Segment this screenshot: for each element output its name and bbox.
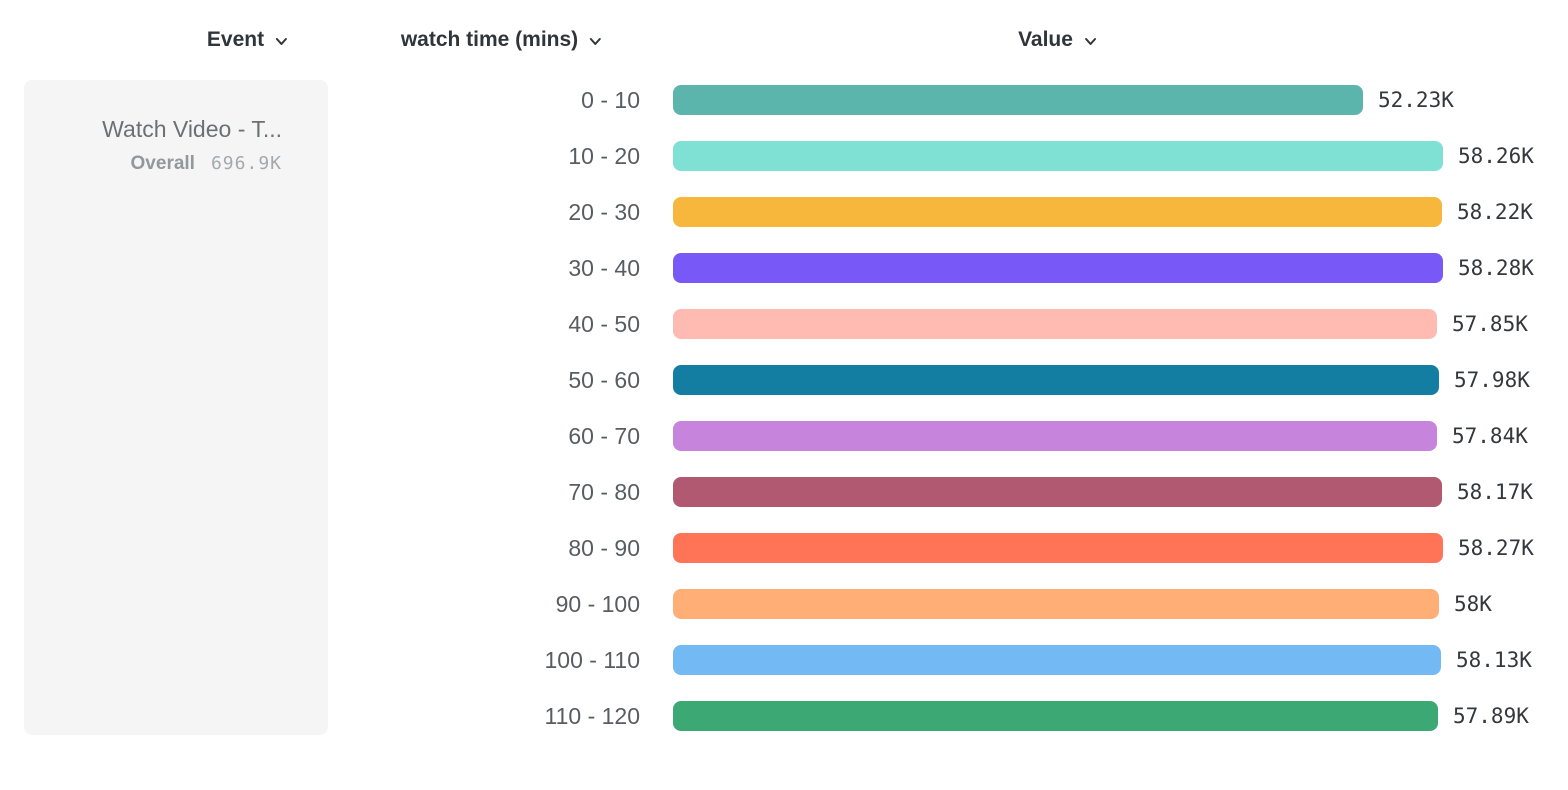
chart-row: 110 - 120 57.89K [0,688,1568,744]
value-label: 58.17K [1457,480,1533,504]
bar-segment[interactable] [673,85,1363,115]
bar-segment[interactable] [673,197,1442,227]
column-header-breakdown-label: watch time (mins) [400,28,579,51]
column-header-event[interactable]: Event [207,28,289,52]
category-label: 100 - 110 [544,646,640,673]
bar-chart: 0 - 10 52.23K 10 - 20 58.26K 20 - 30 58.… [0,72,1568,744]
bar-segment[interactable] [673,701,1438,731]
chart-row: 100 - 110 58.13K [0,632,1568,688]
category-label: 0 - 10 [581,86,640,113]
chart-row: 0 - 10 52.23K [0,72,1568,128]
category-label: 80 - 90 [568,534,640,561]
event-card[interactable]: Watch Video - T... Overall 696.9K [24,80,328,735]
column-header-breakdown[interactable]: watch time (mins) [401,28,603,52]
chevron-down-icon [1084,38,1096,45]
overall-value: 696.9K [210,152,282,174]
value-label: 57.89K [1453,704,1529,728]
chart-row: 50 - 60 57.98K [0,352,1568,408]
chart-row: 80 - 90 58.27K [0,520,1568,576]
event-title: Watch Video - T... [102,116,282,142]
category-label: 50 - 60 [568,366,640,393]
bar-segment[interactable] [673,253,1443,283]
value-label: 58.26K [1458,144,1534,168]
category-label: 70 - 80 [568,478,640,505]
bar-segment[interactable] [673,141,1443,171]
event-overall-row: Overall 696.9K [24,153,282,175]
value-label: 58.28K [1458,256,1534,280]
category-label: 90 - 100 [555,590,640,617]
chevron-down-icon [590,38,602,45]
chart-row: 30 - 40 58.28K [0,240,1568,296]
category-label: 30 - 40 [568,254,640,281]
value-label: 57.85K [1452,312,1528,336]
bar-segment[interactable] [673,309,1437,339]
bar-segment[interactable] [673,365,1439,395]
value-label: 57.84K [1452,424,1528,448]
value-label: 57.98K [1454,368,1530,392]
value-label: 58.22K [1457,200,1533,224]
value-label: 52.23K [1378,88,1454,112]
bar-segment[interactable] [673,645,1441,675]
category-label: 60 - 70 [568,422,640,449]
category-label: 20 - 30 [568,198,640,225]
category-label: 10 - 20 [568,142,640,169]
category-label: 40 - 50 [568,310,640,337]
chevron-down-icon [276,38,288,45]
chart-row: 10 - 20 58.26K [0,128,1568,184]
chart-row: 20 - 30 58.22K [0,184,1568,240]
chart-row: 70 - 80 58.17K [0,464,1568,520]
chart-row: 60 - 70 57.84K [0,408,1568,464]
chart-row: 40 - 50 57.85K [0,296,1568,352]
bar-segment[interactable] [673,589,1439,619]
chart-row: 90 - 100 58K [0,576,1568,632]
value-label: 58K [1454,592,1492,616]
category-label: 110 - 120 [544,702,640,729]
column-header-value-label: Value [1018,28,1073,51]
column-header-value[interactable]: Value [1018,28,1098,52]
bar-segment[interactable] [673,477,1442,507]
overall-label: Overall [130,152,195,174]
value-label: 58.13K [1456,648,1532,672]
column-header-event-label: Event [206,28,265,51]
bar-segment[interactable] [673,533,1443,563]
bar-segment[interactable] [673,421,1437,451]
value-label: 58.27K [1458,536,1534,560]
